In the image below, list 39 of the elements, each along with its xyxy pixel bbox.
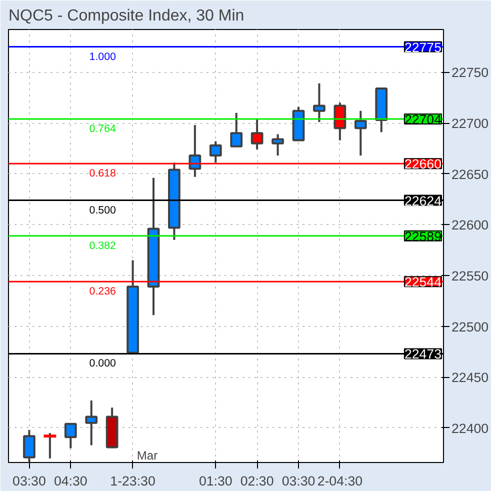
annotation: Mar <box>136 448 158 462</box>
y-tick-label: 22750 <box>452 65 489 80</box>
x-tick-label: 2-04:30 <box>317 474 363 488</box>
candlestick <box>313 82 326 123</box>
candlestick <box>64 422 77 450</box>
x-tick-label: 03:30 <box>282 474 316 488</box>
candlestick <box>209 140 222 164</box>
candlestick <box>85 400 98 446</box>
annotation: 0.382 <box>89 240 116 252</box>
x-tick-label: 01:30 <box>198 474 232 488</box>
ref-line-label: 22775 <box>404 40 442 55</box>
candlestick <box>23 428 36 462</box>
ref-line-label: 22473 <box>404 346 442 362</box>
annotation: 0.500 <box>89 204 116 216</box>
y-tick-label: 22450 <box>452 370 489 386</box>
x-tick-label: 02:30 <box>240 474 274 488</box>
y-tick-label: 22550 <box>452 268 489 284</box>
annotation: 1.000 <box>89 50 116 63</box>
y-tick-label: 22500 <box>452 319 489 334</box>
x-tick-label: 1-23:30 <box>110 474 156 488</box>
y-tick-label: 22400 <box>452 420 489 436</box>
annotation: 0.618 <box>89 168 116 180</box>
chart-title: NQC5 - Composite Index, 30 Min <box>8 8 244 24</box>
ref-line-label: 22660 <box>404 156 442 172</box>
x-tick-label: 04:30 <box>54 474 88 488</box>
annotation: 0.236 <box>89 286 116 298</box>
x-tick-label: 03:30 <box>12 474 46 488</box>
annotation: 0.000 <box>89 358 116 370</box>
candlestick <box>354 110 367 157</box>
candlestick <box>334 102 346 142</box>
ref-line-label: 22624 <box>404 193 442 208</box>
candlestick <box>272 133 284 157</box>
candlestick <box>230 112 243 148</box>
y-tick-label: 22600 <box>452 218 489 233</box>
candlestick <box>250 118 264 150</box>
candlestick <box>188 124 202 178</box>
y-tick-label: 22700 <box>452 116 489 132</box>
y-tick-label: 22650 <box>452 166 489 182</box>
annotation: 0.764 <box>89 122 116 135</box>
